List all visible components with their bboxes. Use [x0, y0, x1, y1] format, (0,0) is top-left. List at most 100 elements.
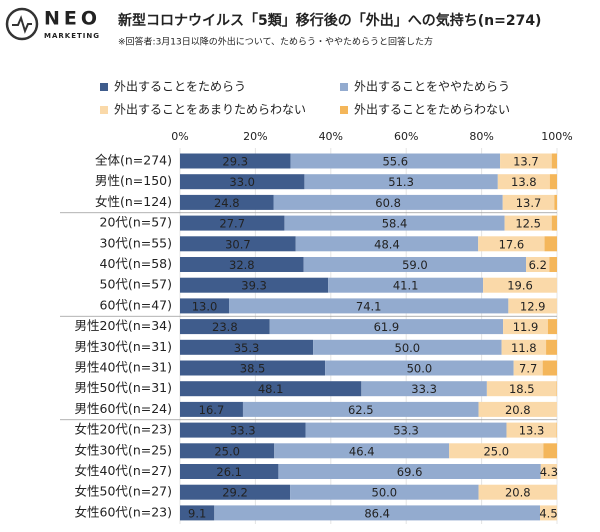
bar-segment [180, 298, 230, 314]
bar-segment [328, 277, 484, 293]
bar-segment [269, 319, 504, 335]
bar-segment [180, 277, 329, 293]
y-tick-label: 男性50代(n=31) [75, 380, 172, 395]
bar-segment [325, 360, 514, 376]
bar-segment [526, 257, 550, 272]
data-label: 46.4 [349, 444, 375, 458]
bar-segment [508, 298, 557, 314]
bar-segment [229, 298, 509, 314]
y-tick-label: 男性40代(n=31) [75, 360, 172, 375]
bar-segment [513, 360, 543, 376]
bar-segment [501, 339, 547, 355]
logo-sub: MARKETING [44, 32, 100, 40]
data-label: 69.6 [397, 465, 423, 479]
data-label: 25.0 [483, 444, 509, 458]
legend-label: 外出することをややためらう [354, 80, 510, 94]
y-tick-label: 男性20代(n=34) [75, 318, 172, 333]
legend-label: 外出することをためらう [114, 80, 246, 94]
bar-segment [551, 153, 557, 169]
data-label: 4.3 [540, 465, 558, 479]
y-tick-label: 男性(n=150) [95, 173, 172, 188]
data-label: 41.1 [393, 279, 419, 293]
data-label: 13.3 [519, 424, 545, 438]
y-tick-label: 20代(n=57) [100, 215, 172, 230]
data-label: 59.0 [402, 258, 428, 272]
bar-segment [180, 505, 215, 521]
legend-swatch [340, 83, 348, 91]
bar-segment [180, 194, 274, 210]
bar-segment [274, 443, 450, 459]
data-label: 11.9 [513, 320, 539, 334]
legend-swatch [100, 106, 108, 114]
data-label: 62.5 [348, 403, 374, 417]
bar-segment [497, 174, 550, 190]
bar-segment [180, 360, 326, 376]
bar-segment [478, 484, 557, 500]
bar-segment [543, 443, 557, 459]
data-label: 12.5 [515, 217, 541, 231]
bar-segment [180, 401, 243, 417]
x-tick-label: 20% [243, 130, 267, 143]
data-label: 50.0 [407, 362, 433, 376]
bar-segment [549, 174, 557, 190]
data-label: 48.4 [374, 237, 400, 251]
y-tick-label: 全体(n=274) [95, 153, 172, 168]
bar-segment [313, 339, 502, 355]
legend-swatch [340, 106, 348, 114]
data-label: 86.4 [364, 506, 390, 520]
y-tick-label: 女性60代(n=23) [75, 504, 172, 519]
bar-segment [506, 422, 557, 438]
data-label: 38.5 [240, 362, 266, 376]
bar-segment [284, 215, 505, 231]
y-tick-label: 30代(n=55) [100, 235, 172, 250]
bar-segment [504, 215, 552, 231]
bar-segment [180, 339, 314, 355]
bar-segment [540, 464, 557, 479]
data-label: 39.3 [241, 279, 267, 293]
x-tick-label: 100% [541, 130, 572, 143]
data-label: 35.3 [234, 341, 260, 355]
data-label: 60.8 [375, 196, 401, 210]
data-label: 12.9 [520, 299, 546, 313]
x-tick-label: 80% [469, 130, 493, 143]
data-label: 13.0 [192, 299, 218, 313]
data-label: 61.9 [374, 320, 400, 334]
bar-segment [303, 257, 527, 272]
y-tick-label: 女性20代(n=23) [75, 422, 172, 437]
data-label: 55.6 [382, 155, 408, 169]
data-label: 50.0 [395, 341, 421, 355]
bar-segment [180, 153, 291, 169]
y-tick-label: 女性40代(n=27) [75, 463, 172, 478]
logo-wave [12, 15, 32, 34]
bar-segment [180, 381, 362, 397]
bar-segment [503, 319, 548, 335]
y-tick-label: 男性60代(n=24) [75, 401, 172, 416]
legend-swatch [100, 83, 108, 91]
data-label: 4.5 [539, 506, 557, 520]
data-label: 74.1 [356, 299, 382, 313]
data-label: 58.4 [382, 217, 408, 231]
data-label: 13.7 [516, 196, 542, 210]
logo: NEO [44, 8, 101, 30]
data-label: 13.8 [511, 175, 537, 189]
data-label: 33.3 [411, 382, 437, 396]
data-label: 18.5 [509, 382, 535, 396]
data-label: 24.8 [214, 196, 240, 210]
bar-segment [500, 153, 552, 169]
data-label: 7.7 [519, 362, 537, 376]
bar-segment [295, 236, 479, 252]
data-label: 11.8 [511, 341, 537, 355]
data-label: 20.8 [505, 486, 531, 500]
bar-segment [242, 401, 479, 417]
bar-segment [180, 484, 291, 500]
bar-segment [361, 381, 487, 397]
x-tick-label: 60% [394, 130, 418, 143]
data-label: 32.8 [229, 258, 255, 272]
y-tick-label: 女性50代(n=27) [75, 484, 172, 499]
bar-segment [290, 153, 501, 169]
bar-segment [546, 339, 557, 355]
x-tick-label: 40% [319, 130, 343, 143]
data-label: 33.3 [230, 424, 256, 438]
y-tick-label: 女性(n=124) [95, 194, 172, 209]
